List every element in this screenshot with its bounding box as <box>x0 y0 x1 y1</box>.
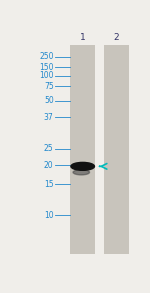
Ellipse shape <box>71 162 94 170</box>
Text: 150: 150 <box>39 63 54 72</box>
Text: 10: 10 <box>44 211 54 220</box>
Bar <box>70 45 96 254</box>
Text: 20: 20 <box>44 161 54 170</box>
Text: 1: 1 <box>80 33 86 42</box>
Text: 50: 50 <box>44 96 54 105</box>
Text: 2: 2 <box>114 33 119 42</box>
Text: 75: 75 <box>44 81 54 91</box>
Ellipse shape <box>73 170 90 175</box>
Bar <box>104 45 129 254</box>
Text: 250: 250 <box>39 52 54 61</box>
Text: 100: 100 <box>39 71 54 80</box>
Text: 25: 25 <box>44 144 54 153</box>
Text: 15: 15 <box>44 180 54 189</box>
Text: 37: 37 <box>44 113 54 122</box>
